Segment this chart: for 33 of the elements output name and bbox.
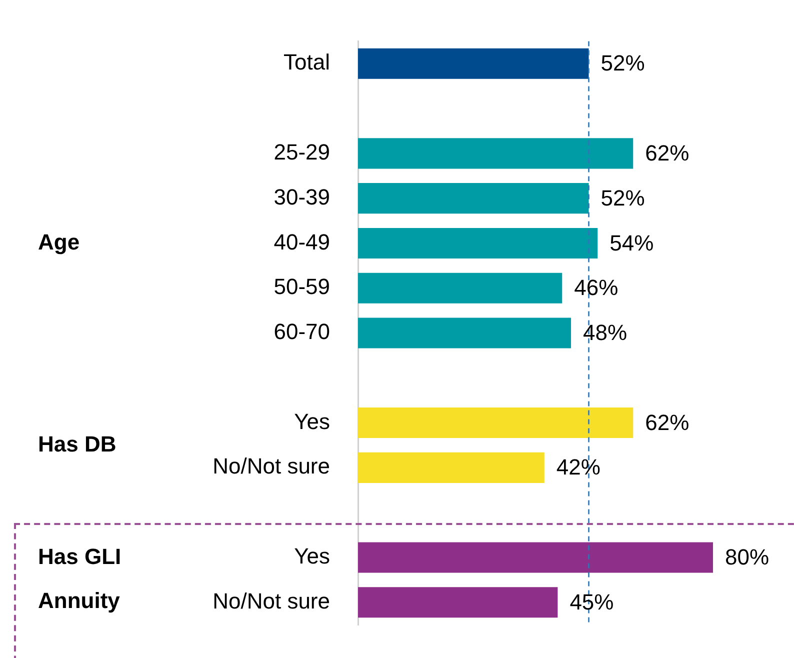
data-label: 54% <box>610 230 654 256</box>
data-label: 52% <box>600 50 645 76</box>
y-tick-label: 40-49 <box>274 229 330 254</box>
y-tick-label: Yes <box>294 408 330 434</box>
y-tick-label: No/Not sure <box>212 588 330 614</box>
bar <box>358 408 634 438</box>
text: Age <box>38 229 80 254</box>
y-tick-label: 50-59 <box>274 274 330 300</box>
data-label: 46% <box>574 275 618 300</box>
y-tick-label: Total <box>284 50 330 75</box>
data-label: 45% <box>570 589 614 614</box>
y-tick-label: Yes <box>294 544 330 569</box>
bar <box>358 48 589 79</box>
bar <box>358 272 562 304</box>
bar <box>358 138 634 169</box>
text: Has GLI Annuity <box>38 544 122 613</box>
data-label: 52% <box>600 185 645 210</box>
y-tick-label: No/Not sure <box>212 454 330 479</box>
bar <box>358 228 598 258</box>
data-label: 48% <box>583 320 628 346</box>
bar <box>358 542 713 573</box>
bar <box>358 452 544 483</box>
bar <box>358 587 558 618</box>
y-tick-label: 30-39 <box>274 184 330 210</box>
bar <box>358 318 571 348</box>
data-label: 62% <box>645 410 690 435</box>
data-label: 42% <box>556 454 600 480</box>
y-tick-label: 25-29 <box>274 139 330 164</box>
data-label: 62% <box>645 140 690 166</box>
text: Has DB <box>38 431 116 456</box>
bar <box>358 183 589 214</box>
y-tick-label: 60-70 <box>274 319 330 344</box>
data-label: 80% <box>725 544 770 570</box>
